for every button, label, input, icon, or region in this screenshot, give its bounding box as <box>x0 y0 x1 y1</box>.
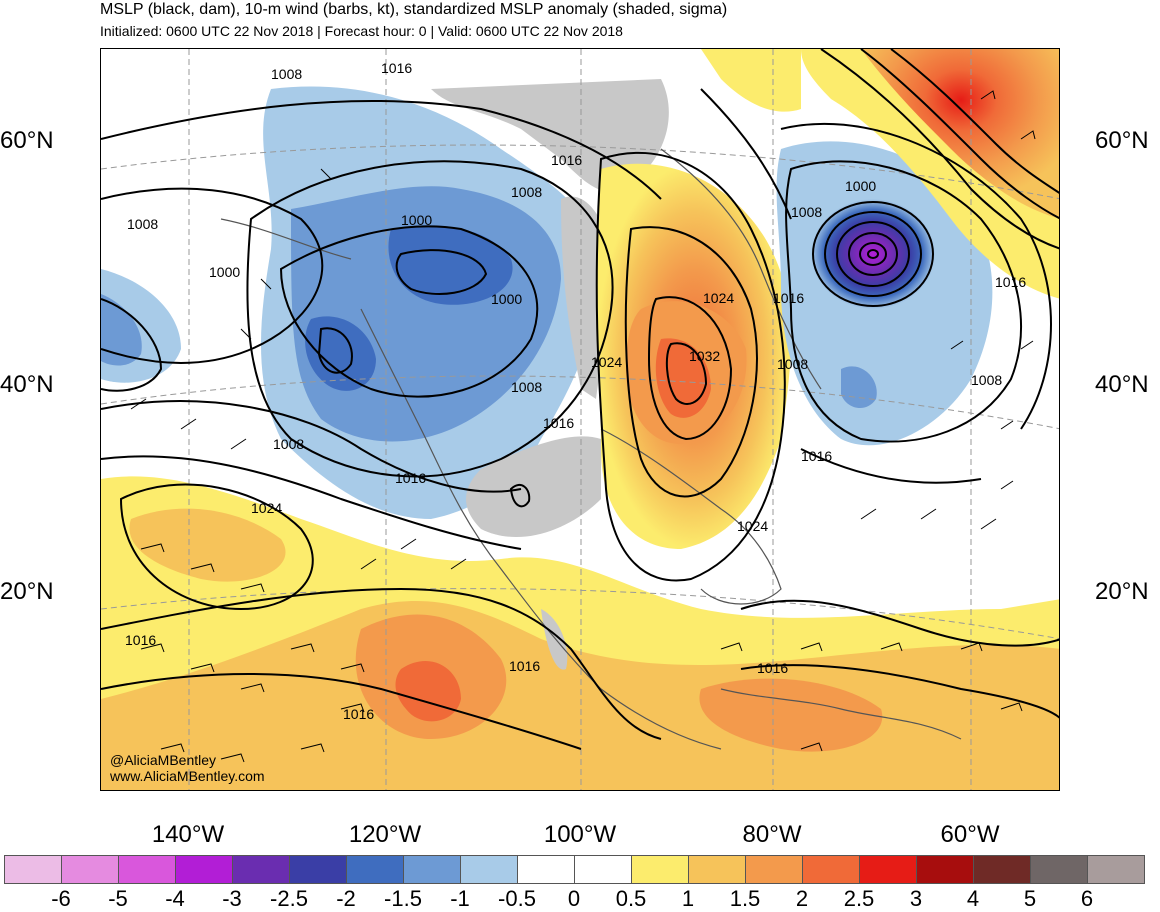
contour-label: 1008 <box>511 184 542 200</box>
contour-label: 1008 <box>791 204 822 220</box>
colorbar-swatch <box>574 855 632 884</box>
colorbar-label: 2 <box>795 886 809 911</box>
colorbar-swatch <box>802 855 860 884</box>
colorbar-swatch <box>289 855 347 884</box>
contour-label: 1016 <box>509 658 540 674</box>
lat-label-left: 20°N <box>0 578 54 605</box>
contour-label: 1008 <box>511 379 542 395</box>
contour-label: 1000 <box>491 291 522 307</box>
colorbar-label: 1.5 <box>729 886 761 911</box>
contour-label: 1024 <box>703 290 734 306</box>
colorbar <box>4 855 1145 884</box>
contour-labels: 1008 1016 1016 1008 1000 1008 1000 1000 … <box>125 60 1026 722</box>
contour-label: 1000 <box>401 212 432 228</box>
contour-label: 1016 <box>801 448 832 464</box>
contour-label: 1016 <box>543 415 574 431</box>
contour-label: 1032 <box>689 348 720 364</box>
colorbar-swatch <box>460 855 518 884</box>
contour-label: 1016 <box>395 470 426 486</box>
colorbar-swatch <box>745 855 803 884</box>
contour-label: 1016 <box>995 274 1026 290</box>
contour-label: 1024 <box>737 518 768 534</box>
colorbar-label: -2.5 <box>270 886 308 911</box>
lon-label: 120°W <box>348 821 422 848</box>
lat-label-left: 60°N <box>0 127 54 154</box>
credit-handle: @AliciaMBentley <box>110 752 217 768</box>
colorbar-swatch <box>346 855 404 884</box>
colorbar-swatch <box>973 855 1031 884</box>
colorbar-swatch <box>1087 855 1145 884</box>
colorbar-swatch <box>859 855 917 884</box>
contour-label: 1008 <box>777 356 808 372</box>
contour-label: 1016 <box>551 152 582 168</box>
lat-label-right: 20°N <box>1095 578 1149 605</box>
colorbar-label: 5 <box>1023 886 1037 911</box>
contour-label: 1000 <box>845 178 876 194</box>
colorbar-swatch <box>1030 855 1088 884</box>
colorbar-swatch <box>4 855 62 884</box>
colorbar-label: -6 <box>51 886 71 911</box>
contour-label: 1016 <box>757 660 788 676</box>
credit-site: www.AliciaMBentley.com <box>110 768 265 784</box>
colorbar-label: 3 <box>909 886 923 911</box>
lon-label: 100°W <box>543 821 617 848</box>
lat-label-left: 40°N <box>0 371 54 398</box>
colorbar-swatch <box>403 855 461 884</box>
contour-label: 1024 <box>591 354 622 370</box>
colorbar-label: 4 <box>966 886 980 911</box>
colorbar-swatch <box>631 855 689 884</box>
colorbar-label: -1.5 <box>384 886 422 911</box>
colorbar-label: 2.5 <box>843 886 875 911</box>
colorbar-label: -0.5 <box>498 886 536 911</box>
colorbar-label: 6 <box>1080 886 1094 911</box>
colorbar-label: 0.5 <box>615 886 647 911</box>
lat-label-right: 60°N <box>1095 127 1149 154</box>
chart-subtitle: Initialized: 0600 UTC 22 Nov 2018 | Fore… <box>100 23 623 39</box>
lon-label: 80°W <box>742 821 802 848</box>
contour-label: 1024 <box>251 500 282 516</box>
contour-label: 1016 <box>125 632 156 648</box>
contour-label: 1016 <box>381 60 412 76</box>
contour-label: 1008 <box>971 372 1002 388</box>
contour-label: 1016 <box>773 290 804 306</box>
contour-label: 1000 <box>209 264 240 280</box>
isobars <box>101 49 1059 750</box>
colorbar-swatch <box>61 855 119 884</box>
colorbar-label: -5 <box>108 886 128 911</box>
lat-label-right: 40°N <box>1095 371 1149 398</box>
wind-barbs <box>130 90 1036 763</box>
colorbar-label: -2 <box>336 886 356 911</box>
colorbar-swatch <box>688 855 746 884</box>
contour-label: 1008 <box>271 66 302 82</box>
colorbar-swatch <box>916 855 974 884</box>
colorbar-swatch <box>118 855 176 884</box>
contour-label: 1008 <box>127 216 158 232</box>
contour-label: 1016 <box>343 706 374 722</box>
contour-label: 1008 <box>273 436 304 452</box>
colorbar-label: -3 <box>222 886 242 911</box>
map-canvas: 1008 1016 1016 1008 1000 1008 1000 1000 … <box>101 49 1059 790</box>
colorbar-label: -4 <box>165 886 185 911</box>
weather-map: 1008 1016 1016 1008 1000 1008 1000 1000 … <box>100 48 1060 791</box>
colorbar-label: -1 <box>450 886 470 911</box>
colorbar-label: 1 <box>681 886 695 911</box>
colorbar-swatch <box>175 855 233 884</box>
chart-title: MSLP (black, dam), 10-m wind (barbs, kt)… <box>100 1 728 18</box>
lon-label: 60°W <box>940 821 1000 848</box>
lon-label: 140°W <box>151 821 225 848</box>
colorbar-swatch <box>517 855 575 884</box>
colorbar-label: 0 <box>567 886 581 911</box>
colorbar-swatch <box>232 855 290 884</box>
